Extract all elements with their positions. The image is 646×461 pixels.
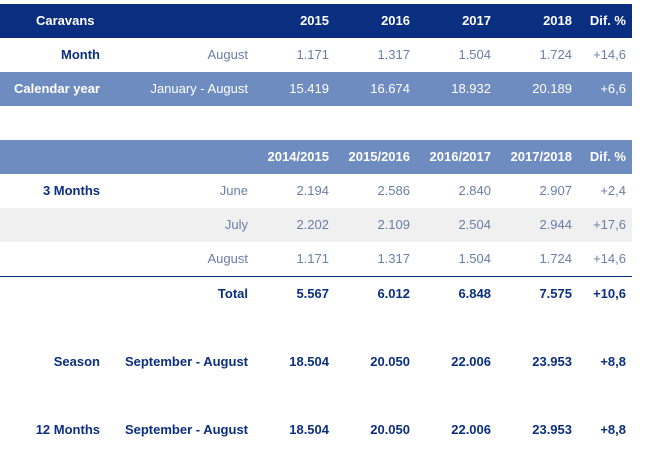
calendar-year-row: Calendar year January - August 15.419 16… bbox=[0, 72, 632, 106]
season-header: 2015/2016 bbox=[348, 149, 410, 164]
cell-value: 2.586 bbox=[377, 183, 410, 198]
cell-dif: +14,6 bbox=[593, 47, 626, 62]
cell-value: 1.724 bbox=[539, 47, 572, 62]
cell-dif: +17,6 bbox=[593, 217, 626, 232]
cell-value: 18.504 bbox=[289, 422, 329, 437]
table-title: Caravans bbox=[36, 13, 95, 28]
month-row: Month August 1.171 1.317 1.504 1.724 +14… bbox=[0, 38, 632, 72]
cell-value: 1.504 bbox=[458, 251, 491, 266]
total-divider bbox=[0, 276, 632, 277]
cell-value: 20.050 bbox=[370, 422, 410, 437]
cell-value: 22.006 bbox=[451, 422, 491, 437]
cell-value: 2.504 bbox=[458, 217, 491, 232]
cell-dif: +10,6 bbox=[593, 286, 626, 301]
cell-value: 18.504 bbox=[289, 354, 329, 369]
row-label: Calendar year bbox=[14, 81, 100, 96]
cell-value: 2.840 bbox=[458, 183, 491, 198]
top-header-row: Caravans 2015 2016 2017 2018 Dif. % bbox=[0, 4, 632, 38]
cell-value: 2.194 bbox=[296, 183, 329, 198]
row-period: September - August bbox=[124, 422, 248, 437]
season-row: Season September - August 18.504 20.050 … bbox=[0, 345, 632, 379]
dif-header: Dif. % bbox=[589, 13, 626, 28]
cell-value: 2.944 bbox=[539, 217, 572, 232]
cell-value: 16.674 bbox=[370, 81, 410, 96]
row-label: 3 Months bbox=[42, 183, 100, 198]
bottom-header-row: 2014/2015 2015/2016 2016/2017 2017/2018 … bbox=[0, 140, 632, 174]
season-header: 2014/2015 bbox=[267, 149, 329, 164]
cell-value: 23.953 bbox=[532, 354, 572, 369]
cell-value: 7.575 bbox=[539, 286, 572, 301]
year-header-2018: 2018 bbox=[543, 13, 572, 28]
cell-value: 23.953 bbox=[532, 422, 572, 437]
row-label: Month bbox=[61, 47, 100, 62]
cell-value: 20.189 bbox=[532, 81, 572, 96]
row-period: August bbox=[207, 251, 248, 266]
cell-dif: +6,6 bbox=[600, 81, 626, 96]
total-row: Total 5.567 6.012 6.848 7.575 +10,6 bbox=[0, 277, 632, 311]
year-header-2016: 2016 bbox=[381, 13, 410, 28]
row-period: September - August bbox=[124, 354, 248, 369]
cell-dif: +8,8 bbox=[600, 354, 626, 369]
row-label: Season bbox=[53, 354, 100, 369]
cell-value: 2.109 bbox=[377, 217, 410, 232]
cell-dif: +2,4 bbox=[600, 183, 626, 198]
row-period: January - August bbox=[150, 81, 248, 96]
row-period: August bbox=[207, 47, 248, 62]
row-period: July bbox=[224, 217, 248, 232]
cell-value: 1.171 bbox=[296, 47, 329, 62]
dif-header: Dif. % bbox=[589, 149, 626, 164]
cell-value: 6.848 bbox=[458, 286, 491, 301]
season-header: 2017/2018 bbox=[510, 149, 572, 164]
cell-value: 1.504 bbox=[458, 47, 491, 62]
cell-value: 18.932 bbox=[451, 81, 491, 96]
cell-value: 1.317 bbox=[377, 251, 410, 266]
row-period: June bbox=[219, 183, 248, 198]
cell-value: 5.567 bbox=[296, 286, 329, 301]
three-months-august-row: August 1.171 1.317 1.504 1.724 +14,6 bbox=[0, 242, 632, 276]
year-header-2017: 2017 bbox=[462, 13, 491, 28]
year-header-2015: 2015 bbox=[300, 13, 329, 28]
cell-value: 22.006 bbox=[451, 354, 491, 369]
cell-value: 1.317 bbox=[377, 47, 410, 62]
cell-dif: +8,8 bbox=[600, 422, 626, 437]
season-header: 2016/2017 bbox=[429, 149, 491, 164]
cell-value: 6.012 bbox=[377, 286, 410, 301]
row-label: 12 Months bbox=[35, 422, 100, 437]
cell-value: 15.419 bbox=[289, 81, 329, 96]
cell-value: 2.907 bbox=[539, 183, 572, 198]
cell-value: 2.202 bbox=[296, 217, 329, 232]
row-label: Total bbox=[217, 286, 248, 301]
cell-dif: +14,6 bbox=[593, 251, 626, 266]
cell-value: 1.724 bbox=[539, 251, 572, 266]
three-months-june-row: 3 Months June 2.194 2.586 2.840 2.907 +2… bbox=[0, 174, 632, 208]
cell-value: 20.050 bbox=[370, 354, 410, 369]
cell-value: 1.171 bbox=[296, 251, 329, 266]
twelve-months-row: 12 Months September - August 18.504 20.0… bbox=[0, 413, 632, 447]
three-months-july-row: July 2.202 2.109 2.504 2.944 +17,6 bbox=[0, 208, 632, 242]
